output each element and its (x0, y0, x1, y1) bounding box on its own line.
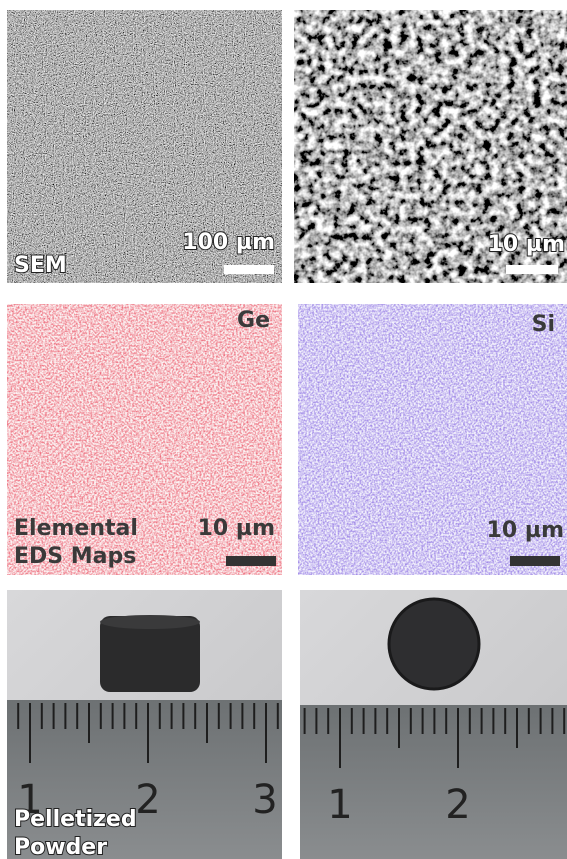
scale-bar (224, 265, 274, 274)
element-label: Ge (237, 308, 270, 333)
pellet-top (100, 615, 200, 629)
element-label: Si (532, 312, 555, 337)
scale-label: 10 µm (488, 232, 565, 257)
panel-label: Elemental (14, 516, 138, 541)
scale-label: 10 µm (198, 516, 275, 541)
figure: SEM 100 µm 10 µm Ge Si Elemental EDS Map… (0, 0, 567, 859)
panel-label: EDS Maps (14, 544, 136, 569)
scale-bar (506, 265, 558, 274)
pellet-face (389, 599, 479, 689)
scale-label: 10 µm (487, 518, 564, 543)
panel-label: Powder (14, 835, 107, 859)
scale-label: 100 µm (182, 230, 275, 255)
panel-label: SEM (14, 253, 67, 278)
panel-label: Pelletized (14, 807, 137, 832)
ruler-number: 3 (252, 777, 277, 823)
ruler-number: 1 (327, 782, 352, 828)
scale-bar (226, 556, 276, 566)
ruler-number: 2 (135, 777, 160, 823)
ruler-number: 2 (445, 782, 470, 828)
scale-bar (510, 556, 560, 566)
